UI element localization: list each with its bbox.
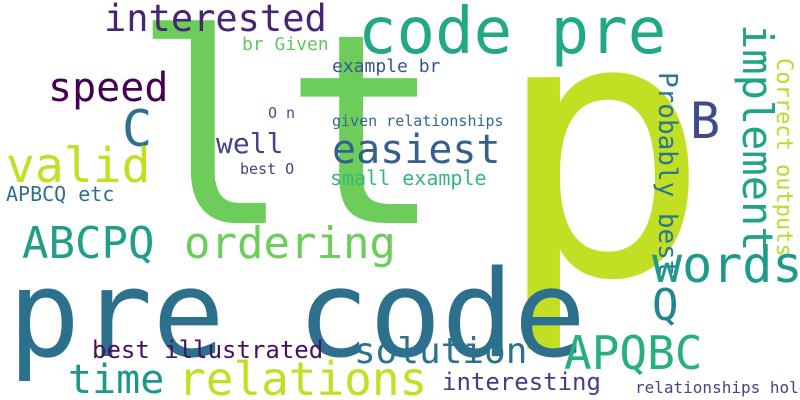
word-relationships-hold: relationships hold: [635, 378, 800, 397]
word-relations: relations: [178, 352, 428, 400]
word-code-pre: code pre: [358, 0, 667, 69]
word-example-br: example br: [332, 56, 441, 77]
word-well: well: [216, 127, 284, 160]
word-valid: valid: [6, 138, 151, 194]
word-speed: speed: [48, 65, 169, 111]
word-apbcq-etc: APBCQ etc: [6, 182, 115, 206]
word-o-n: O n: [268, 104, 296, 122]
word-c: C: [122, 100, 153, 158]
word-ordering: ordering: [184, 218, 396, 269]
word-pre-code: pre code: [8, 246, 586, 385]
word-p: p: [494, 0, 711, 359]
word-probably-best: Probably best: [652, 72, 682, 276]
word-best-illustrated: best illustrated: [92, 336, 324, 364]
word-implement: implement: [733, 24, 782, 252]
word-time: time: [68, 357, 165, 400]
word-easiest: easiest: [332, 127, 501, 173]
word-apqbc: APQBC: [564, 326, 703, 380]
word-words: words: [652, 236, 800, 294]
word-solution: solution: [354, 331, 528, 372]
word-q: Q: [652, 280, 679, 331]
word-abcpq: ABCPQ: [22, 218, 155, 269]
word-lt: lt: [132, 0, 443, 286]
word-interesting: interesting: [442, 368, 601, 396]
word-given-relationships: given relationships: [332, 112, 504, 130]
word-b: B: [690, 92, 721, 150]
word-interested: interested: [104, 0, 327, 40]
word-small-example: small example: [330, 166, 487, 190]
word-correct-outputs: Correct outputs: [771, 58, 796, 257]
word-br-given: br Given: [242, 34, 329, 55]
word-best-o: best O: [240, 160, 295, 178]
